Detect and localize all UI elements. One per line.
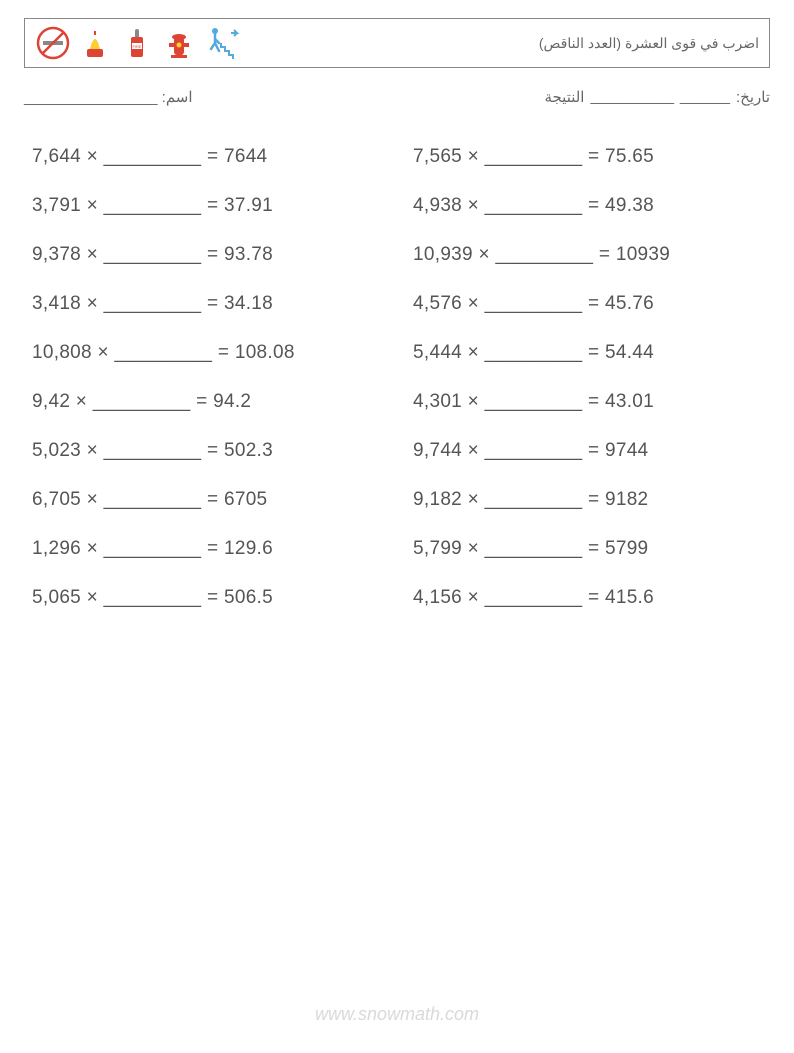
fire-hydrant-icon [161, 25, 197, 61]
info-row: تاريخ: ______ __________ النتيجة اسم: __… [24, 88, 770, 106]
problems-grid: 7,644 × _________ = 7644 7,565 × ________… [24, 146, 770, 609]
problem-left: 3,791 × _________ = 37.91 [32, 195, 381, 217]
alarm-icon [77, 25, 113, 61]
score-label: النتيجة [544, 88, 584, 106]
problem-right: 7,565 × _________ = 75.65 [413, 146, 762, 168]
problem-left: 6,705 × _________ = 6705 [32, 489, 381, 511]
info-date-score: تاريخ: ______ __________ النتيجة [544, 88, 770, 106]
problem-left: 9,378 × _________ = 93.78 [32, 244, 381, 266]
problem-left: 7,644 × _________ = 7644 [32, 146, 381, 168]
svg-text:FIRE: FIRE [132, 44, 141, 49]
date-label: تاريخ: [736, 88, 770, 106]
name-blank: ________________ [24, 89, 157, 106]
no-smoking-icon [35, 25, 71, 61]
problem-right: 9,744 × _________ = 9744 [413, 440, 762, 462]
problem-right: 9,182 × _________ = 9182 [413, 489, 762, 511]
footer-url: www.snowmath.com [0, 1004, 794, 1025]
name-label: اسم: [162, 89, 193, 106]
problem-left: 3,418 × _________ = 34.18 [32, 293, 381, 315]
info-name: اسم: ________________ [24, 88, 193, 106]
problem-right: 4,156 × _________ = 415.6 [413, 587, 762, 609]
date-blank: ______ [680, 88, 730, 106]
problem-left: 5,065 × _________ = 506.5 [32, 587, 381, 609]
problem-right: 5,444 × _________ = 54.44 [413, 342, 762, 364]
problem-left: 9,42 × _________ = 94.2 [32, 391, 381, 413]
problem-right: 4,576 × _________ = 45.76 [413, 293, 762, 315]
fire-extinguisher-icon: FIRE [119, 25, 155, 61]
header-icons: FIRE [35, 25, 239, 61]
exit-stairs-icon [203, 25, 239, 61]
problem-right: 5,799 × _________ = 5799 [413, 538, 762, 560]
worksheet-title: اضرب في قوى العشرة (العدد الناقص) [539, 35, 759, 52]
problem-left: 1,296 × _________ = 129.6 [32, 538, 381, 560]
problem-right: 10,939 × _________ = 10939 [413, 244, 762, 266]
score-blank: __________ [590, 88, 673, 106]
problem-left: 10,808 × _________ = 108.08 [32, 342, 381, 364]
problem-right: 4,938 × _________ = 49.38 [413, 195, 762, 217]
header-box: FIRE اضرب في قوى العشرة (العدد الناقص) [24, 18, 770, 68]
problem-right: 4,301 × _________ = 43.01 [413, 391, 762, 413]
problem-left: 5,023 × _________ = 502.3 [32, 440, 381, 462]
